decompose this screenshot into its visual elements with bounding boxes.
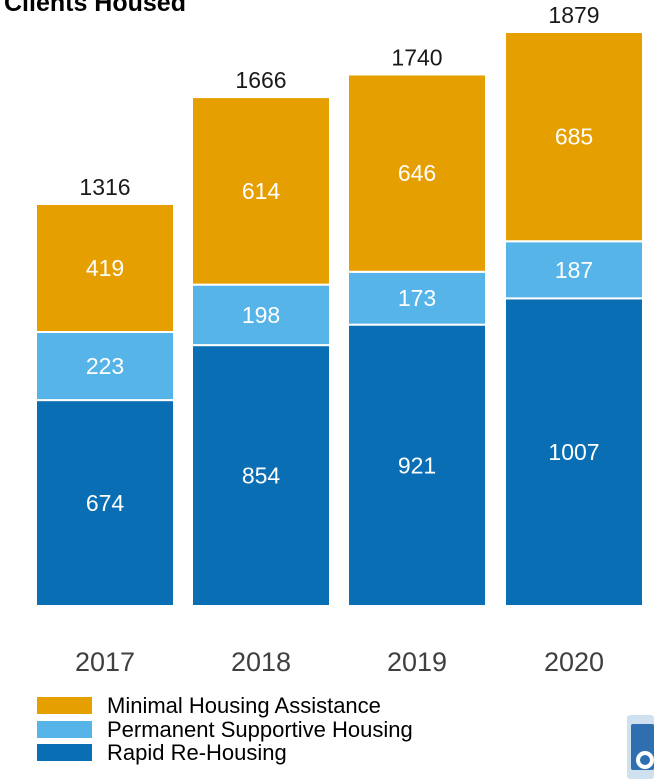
bar-permanent-supportive-housing-2018 bbox=[191, 283, 331, 347]
x-tick-label-2020: 2020 bbox=[544, 647, 604, 677]
legend-label-minimal-housing-assistance: Minimal Housing Assistance bbox=[107, 693, 381, 718]
total-label-2019: 1740 bbox=[391, 44, 442, 70]
bar-rapid-re-housing-2019 bbox=[347, 323, 487, 607]
x-tick-label-2018: 2018 bbox=[231, 647, 291, 677]
data-label-permanent-supportive-housing-2018: 198 bbox=[242, 302, 280, 328]
bar-minimal-housing-assistance-2017 bbox=[35, 202, 175, 333]
data-label-permanent-supportive-housing-2017: 223 bbox=[86, 353, 124, 379]
legend-swatch-rapid-re-housing bbox=[37, 744, 92, 761]
x-tick-labels: 2017 2018 2019 2020 bbox=[75, 647, 604, 677]
data-label-rapid-re-housing-2020: 1007 bbox=[548, 439, 599, 465]
legend-swatch-permanent-supportive-housing bbox=[37, 721, 92, 738]
data-label-rapid-re-housing-2019: 921 bbox=[398, 452, 436, 478]
bar-minimal-housing-assistance-2018 bbox=[191, 96, 331, 286]
data-label-rapid-re-housing-2018: 854 bbox=[242, 463, 281, 489]
data-label-minimal-housing-assistance-2019: 646 bbox=[398, 160, 436, 186]
total-label-2020: 1879 bbox=[548, 2, 599, 28]
legend-label-rapid-re-housing: Rapid Re-Housing bbox=[107, 740, 287, 765]
bar-rapid-re-housing-2020 bbox=[504, 297, 644, 607]
legend-swatch-minimal-housing-assistance bbox=[37, 697, 92, 714]
data-label-minimal-housing-assistance-2018: 614 bbox=[242, 178, 281, 204]
data-label-permanent-supportive-housing-2020: 187 bbox=[555, 257, 593, 283]
legend-label-permanent-supportive-housing: Permanent Supportive Housing bbox=[107, 717, 413, 742]
chart-title: Clients Housed bbox=[4, 0, 186, 17]
data-label-minimal-housing-assistance-2020: 685 bbox=[555, 124, 593, 150]
data-label-rapid-re-housing-2017: 674 bbox=[86, 490, 125, 516]
bars-group: 674 223 419 1316 854 198 614 1666 921 173 646 1740 1… bbox=[35, 2, 644, 607]
bar-minimal-housing-assistance-2019 bbox=[347, 73, 487, 273]
bar-permanent-supportive-housing-2017 bbox=[35, 330, 175, 402]
x-tick-label-2017: 2017 bbox=[75, 647, 135, 677]
total-label-2017: 1316 bbox=[79, 174, 130, 200]
bar-rapid-re-housing-2018 bbox=[191, 344, 331, 607]
bar-rapid-re-housing-2017 bbox=[35, 399, 175, 607]
bar-minimal-housing-assistance-2020 bbox=[504, 31, 644, 243]
bar-permanent-supportive-housing-2019 bbox=[347, 270, 487, 326]
data-label-minimal-housing-assistance-2017: 419 bbox=[86, 255, 124, 281]
x-tick-label-2019: 2019 bbox=[387, 647, 447, 677]
bar-permanent-supportive-housing-2020 bbox=[504, 240, 644, 300]
logo-icon bbox=[627, 715, 654, 779]
total-label-2018: 1666 bbox=[235, 67, 286, 93]
data-label-permanent-supportive-housing-2019: 173 bbox=[398, 285, 436, 311]
